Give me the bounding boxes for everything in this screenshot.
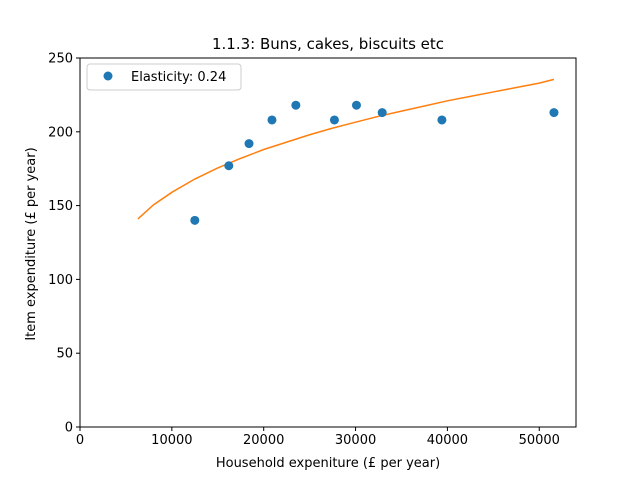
- plot-area: [137, 78, 559, 225]
- y-tick-label: 0: [65, 421, 73, 436]
- x-tick-label: 0: [76, 433, 84, 448]
- y-tick-label: 250: [48, 52, 73, 67]
- y-tick-label: 150: [48, 199, 73, 214]
- data-point: [224, 161, 234, 171]
- x-axis-label: Household expeniture (£ per year): [216, 456, 440, 471]
- fit-line: [137, 78, 555, 220]
- x-tick-label: 20000: [243, 433, 284, 448]
- y-tick-label: 200: [48, 125, 73, 140]
- data-point: [437, 115, 447, 125]
- x-tick-label: 40000: [427, 433, 468, 448]
- chart-title: 1.1.3: Buns, cakes, biscuits etc: [212, 35, 444, 53]
- y-axis-label: Item expenditure (£ per year): [24, 147, 39, 340]
- legend-box: [86, 63, 242, 91]
- legend: Elasticity: 0.24: [86, 63, 242, 91]
- data-point: [190, 215, 200, 225]
- y-tick-label: 50: [56, 347, 73, 362]
- x-tick-label: 50000: [519, 433, 560, 448]
- data-point: [549, 108, 559, 118]
- axes-frame: [79, 57, 577, 428]
- data-point: [377, 108, 387, 118]
- data-point: [329, 115, 339, 125]
- data-point: [291, 100, 301, 110]
- data-point: [267, 115, 277, 125]
- legend-label: Elasticity: 0.24: [131, 70, 226, 85]
- y-tick-label: 100: [48, 273, 73, 288]
- data-point: [244, 139, 254, 149]
- legend-marker: [103, 71, 113, 81]
- data-point: [351, 100, 361, 110]
- x-tick-label: 10000: [151, 433, 192, 448]
- x-tick-label: 30000: [335, 433, 376, 448]
- axes: 0 10000 20000 30000 40000 50000 0 50 100 150 200 25…: [48, 52, 577, 448]
